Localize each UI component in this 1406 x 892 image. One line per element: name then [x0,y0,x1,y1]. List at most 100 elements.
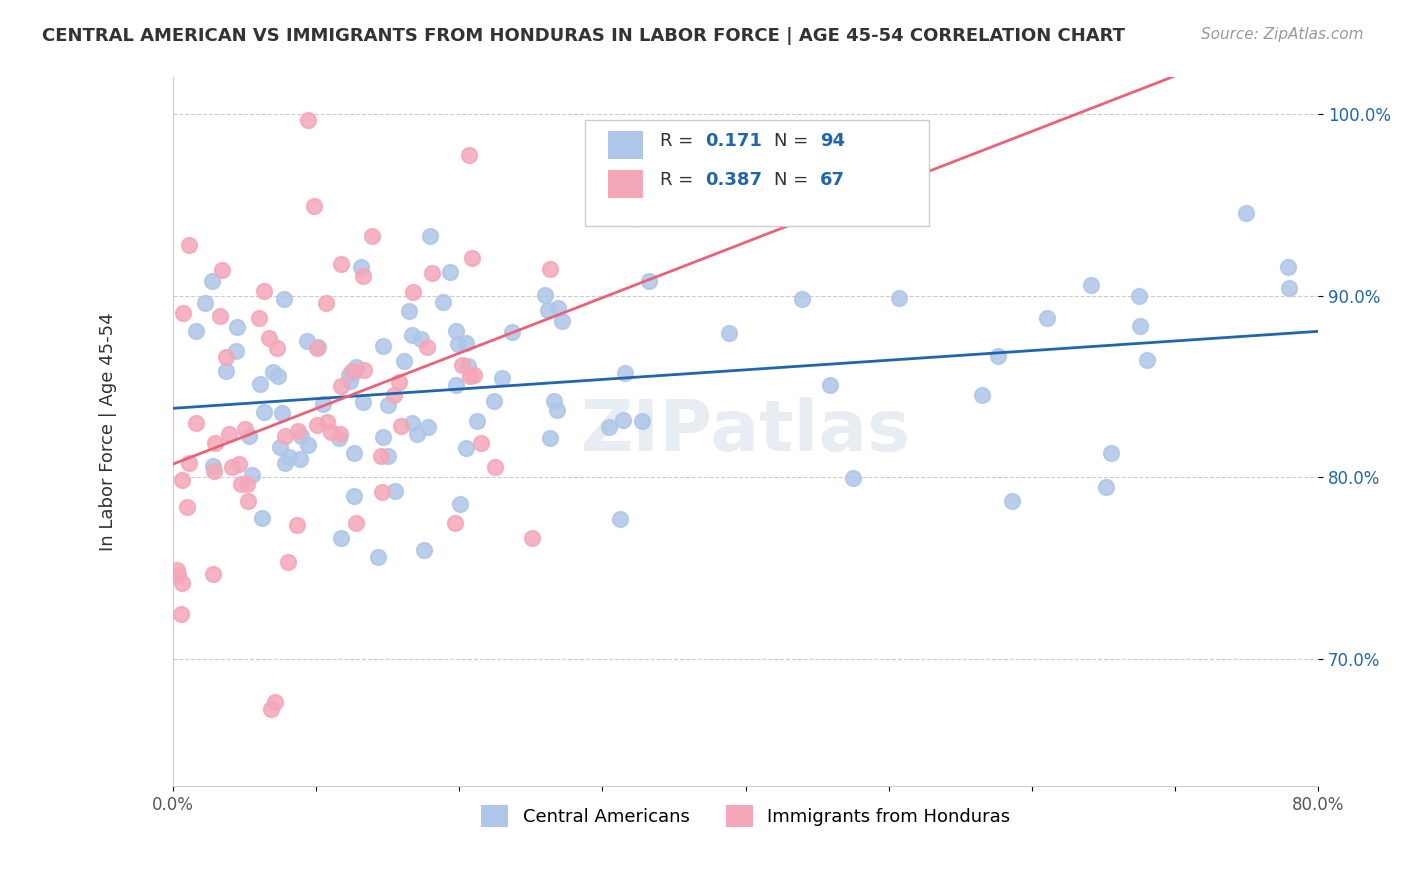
Point [249,376,271,391]
Point [253,405,276,419]
Point [344,516,367,530]
Point [454,441,477,455]
Point [352,395,374,409]
Point [177,238,200,252]
Point [184,416,207,430]
Point [439,264,461,278]
Legend: Central Americans, Immigrants from Honduras: Central Americans, Immigrants from Hondu… [474,797,1018,834]
Point [330,257,353,271]
Point [538,431,561,445]
FancyBboxPatch shape [609,169,643,198]
Point [321,425,343,439]
Point [465,414,488,428]
Point [266,341,288,355]
Point [416,419,439,434]
Point [285,518,308,533]
Point [307,340,329,354]
Text: 67: 67 [820,171,845,189]
Point [288,452,311,467]
Point [1001,493,1024,508]
Point [360,229,382,244]
Text: N =: N = [775,132,814,150]
Point [176,500,198,514]
Point [343,366,366,380]
Point [225,343,247,358]
Point [202,464,225,478]
Point [446,324,468,338]
Point [717,326,740,340]
Point [342,364,364,378]
Point [172,576,194,591]
Point [215,364,238,378]
Point [290,429,312,443]
Point [179,456,201,470]
Point [194,296,217,310]
Point [1080,278,1102,293]
Text: Source: ZipAtlas.com: Source: ZipAtlas.com [1201,27,1364,42]
Point [520,531,543,545]
Point [401,328,423,343]
Point [371,339,394,353]
Point [1128,319,1150,334]
Point [343,446,366,460]
Point [278,450,301,464]
Point [491,370,513,384]
Point [233,421,256,435]
Point [249,311,271,326]
Point [271,405,294,419]
Point [415,340,437,354]
Point [841,471,863,485]
Point [1099,446,1122,460]
Point [339,374,361,388]
Point [343,489,366,503]
Point [371,485,394,500]
Point [236,476,259,491]
Point [330,531,353,545]
Text: 0.171: 0.171 [706,132,762,150]
Point [221,460,243,475]
Text: 94: 94 [820,132,845,150]
Point [392,354,415,368]
FancyBboxPatch shape [609,130,643,159]
Point [305,417,328,432]
Point [389,419,412,434]
Point [454,336,477,351]
Point [457,359,479,373]
Point [623,211,645,226]
Point [263,695,285,709]
Point [405,427,427,442]
Point [209,309,232,323]
Text: R =: R = [659,171,699,189]
Point [274,456,297,470]
Point [273,292,295,306]
Point [225,320,247,334]
Point [382,387,405,401]
Point [887,291,910,305]
Point [384,484,406,499]
Point [461,251,484,265]
Point [304,200,326,214]
Point [297,112,319,127]
Point [218,426,240,441]
Point [543,394,565,409]
Point [172,306,194,320]
Point [419,229,441,244]
Point [612,413,634,427]
Point [277,555,299,569]
Point [987,349,1010,363]
Point [228,457,250,471]
Y-axis label: In Labor Force | Age 45-54: In Labor Force | Age 45-54 [100,313,117,551]
Point [352,269,374,284]
Point [316,415,339,429]
Point [484,460,506,475]
Point [262,365,284,379]
Point [463,368,485,383]
Point [820,378,842,392]
Point [170,473,193,487]
Point [1036,310,1059,325]
Point [315,296,337,310]
Point [546,403,568,417]
Point [297,438,319,452]
Point [1094,480,1116,494]
Point [201,275,224,289]
